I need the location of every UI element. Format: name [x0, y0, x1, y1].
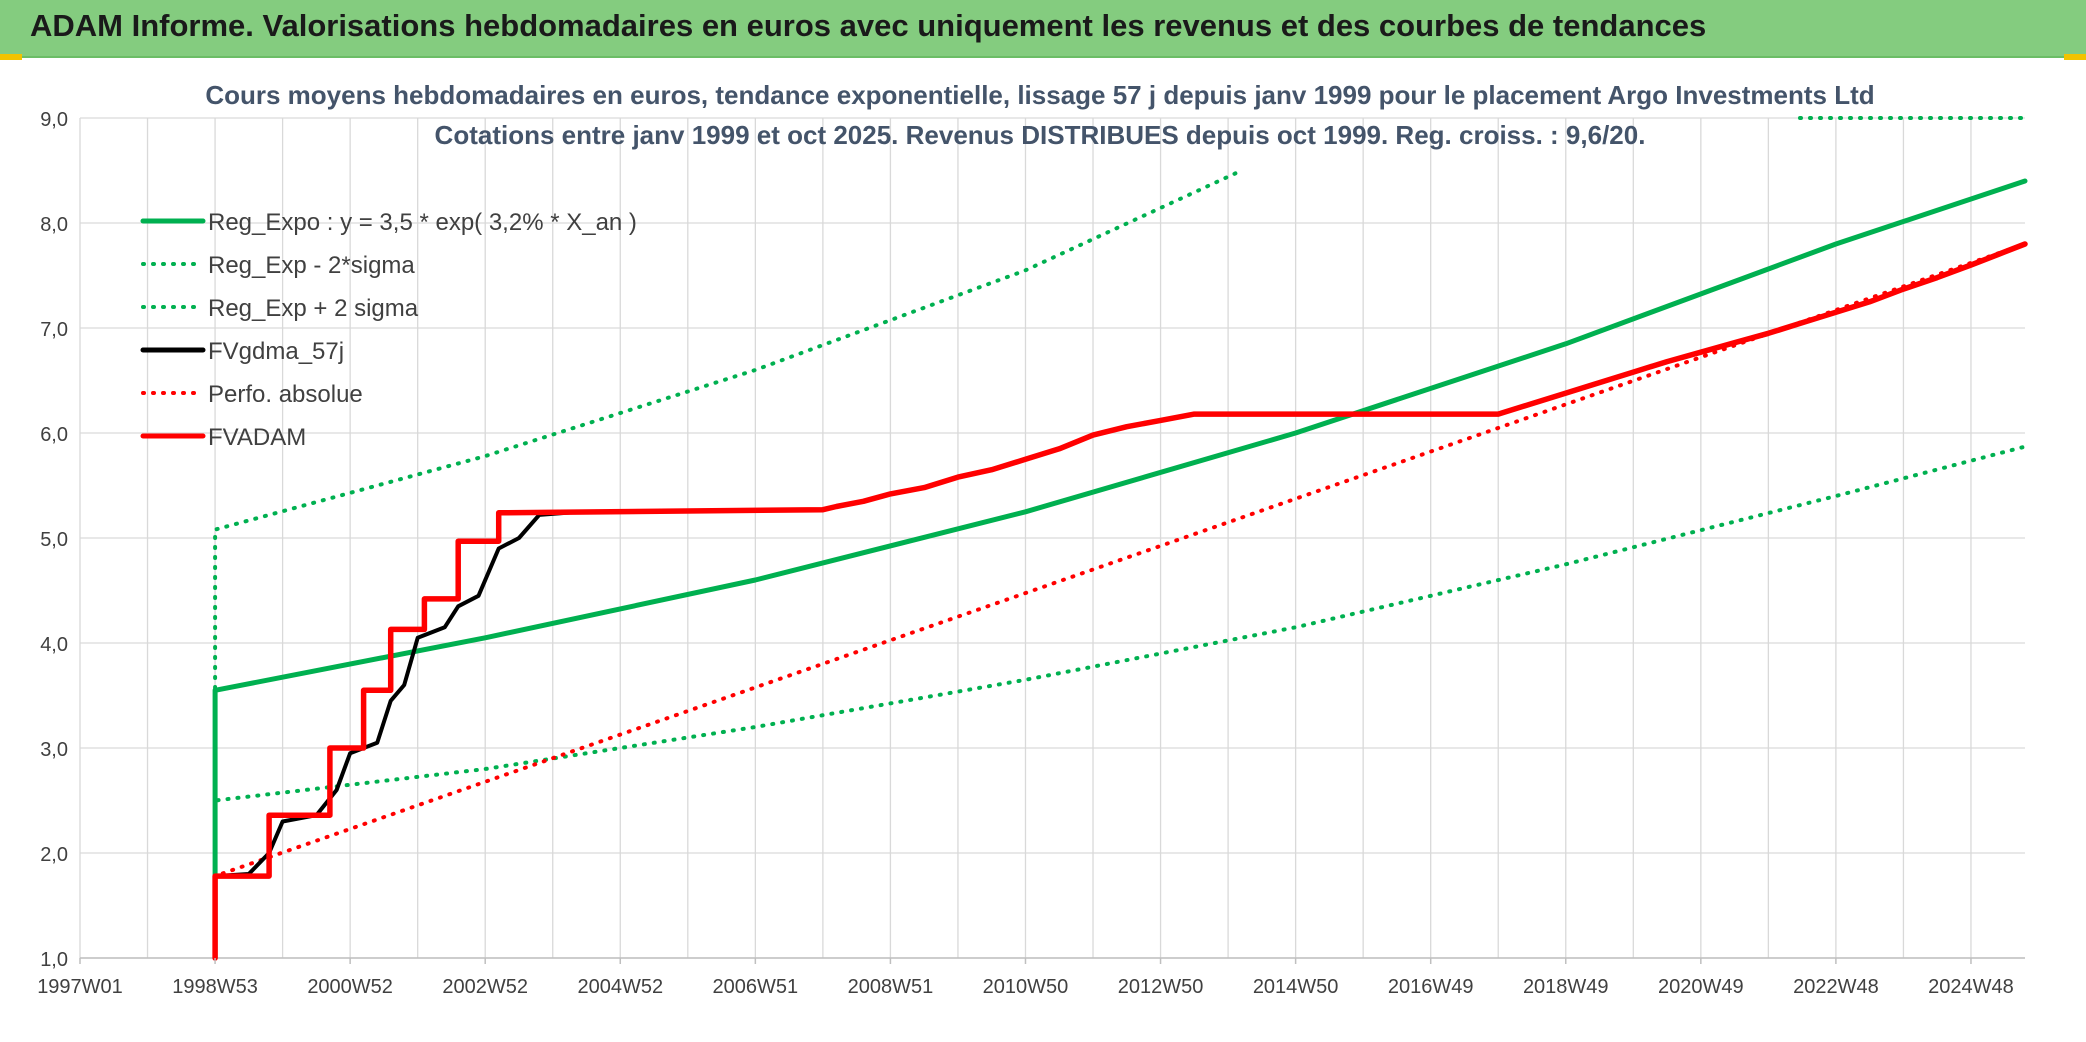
x-tick-label: 2000W52 [307, 976, 393, 998]
series-line-5 [212, 241, 2028, 961]
report-title: ADAM Informe. Valorisations hebdomadaire… [30, 8, 1707, 43]
x-tick-label: 2020W49 [1658, 976, 1744, 998]
y-tick-label: 7,0 [40, 319, 68, 341]
chart-area: 1,0 2,0 3,0 4,0 5,0 6,0 7,0 8,0 9,0 1997W01 1998W… [0, 58, 2086, 1037]
series-layer [212, 116, 2028, 961]
y-tick-label: 5,0 [40, 529, 68, 551]
x-axis-ticks: 1997W01 1998W53 2000W52 2002W52 2004W52 2006W… [37, 958, 2014, 998]
legend: Reg_Expo : y = 3,5 * exp( 3,2% * X_an ) R… [140, 209, 637, 451]
chart-subtitle: Cotations entre janv 1999 et oct 2025. R… [435, 120, 1646, 150]
x-tick-label: 2022W48 [1793, 976, 1879, 998]
series-line-4 [213, 242, 2027, 960]
x-tick-label: 2024W48 [1928, 976, 2014, 998]
series-line-3 [213, 507, 825, 960]
legend-label: Reg_Exp + 2 sigma [208, 295, 419, 322]
legend-label: FVADAM [208, 424, 306, 451]
x-tick-label: 2012W50 [1118, 976, 1204, 998]
chart-title-block: Cours moyens hebdomadaires en euros, ten… [205, 80, 1874, 150]
legend-label: FVgdma_57j [208, 338, 344, 365]
y-tick-label: 9,0 [40, 109, 68, 131]
x-tick-label: 2018W49 [1523, 976, 1609, 998]
y-tick-label: 1,0 [40, 949, 68, 971]
x-tick-label: 2006W51 [713, 976, 799, 998]
y-tick-label: 6,0 [40, 424, 68, 446]
grid-layer [79, 117, 2025, 959]
series-line-1 [213, 444, 2027, 960]
x-tick-label: 1998W53 [172, 976, 258, 998]
y-tick-label: 8,0 [40, 214, 68, 236]
line-chart: 1,0 2,0 3,0 4,0 5,0 6,0 7,0 8,0 9,0 1997W01 1998W… [37, 80, 2028, 998]
x-tick-label: 1997W01 [37, 976, 123, 998]
report-title-bar: ADAM Informe. Valorisations hebdomadaire… [0, 0, 2086, 58]
corner-mark-left [0, 54, 22, 60]
legend-label: Reg_Expo : y = 3,5 * exp( 3,2% * X_an ) [208, 209, 637, 236]
legend-label: Reg_Exp - 2*sigma [208, 252, 415, 279]
y-tick-label: 3,0 [40, 739, 68, 761]
x-tick-label: 2004W52 [577, 976, 663, 998]
corner-mark-right [2064, 54, 2086, 60]
x-tick-label: 2002W52 [442, 976, 528, 998]
x-tick-label: 2010W50 [983, 976, 1069, 998]
chart-title: Cours moyens hebdomadaires en euros, ten… [205, 80, 1874, 110]
y-tick-label: 2,0 [40, 844, 68, 866]
y-tick-label: 4,0 [40, 634, 68, 656]
x-tick-label: 2014W50 [1253, 976, 1339, 998]
legend-label: Perfo. absolue [208, 381, 363, 408]
x-tick-label: 2016W49 [1388, 976, 1474, 998]
x-tick-label: 2008W51 [848, 976, 934, 998]
series-line-2 [213, 168, 1244, 960]
y-axis-ticks: 1,0 2,0 3,0 4,0 5,0 6,0 7,0 8,0 9,0 [40, 109, 68, 971]
series-line-0 [212, 178, 2028, 961]
